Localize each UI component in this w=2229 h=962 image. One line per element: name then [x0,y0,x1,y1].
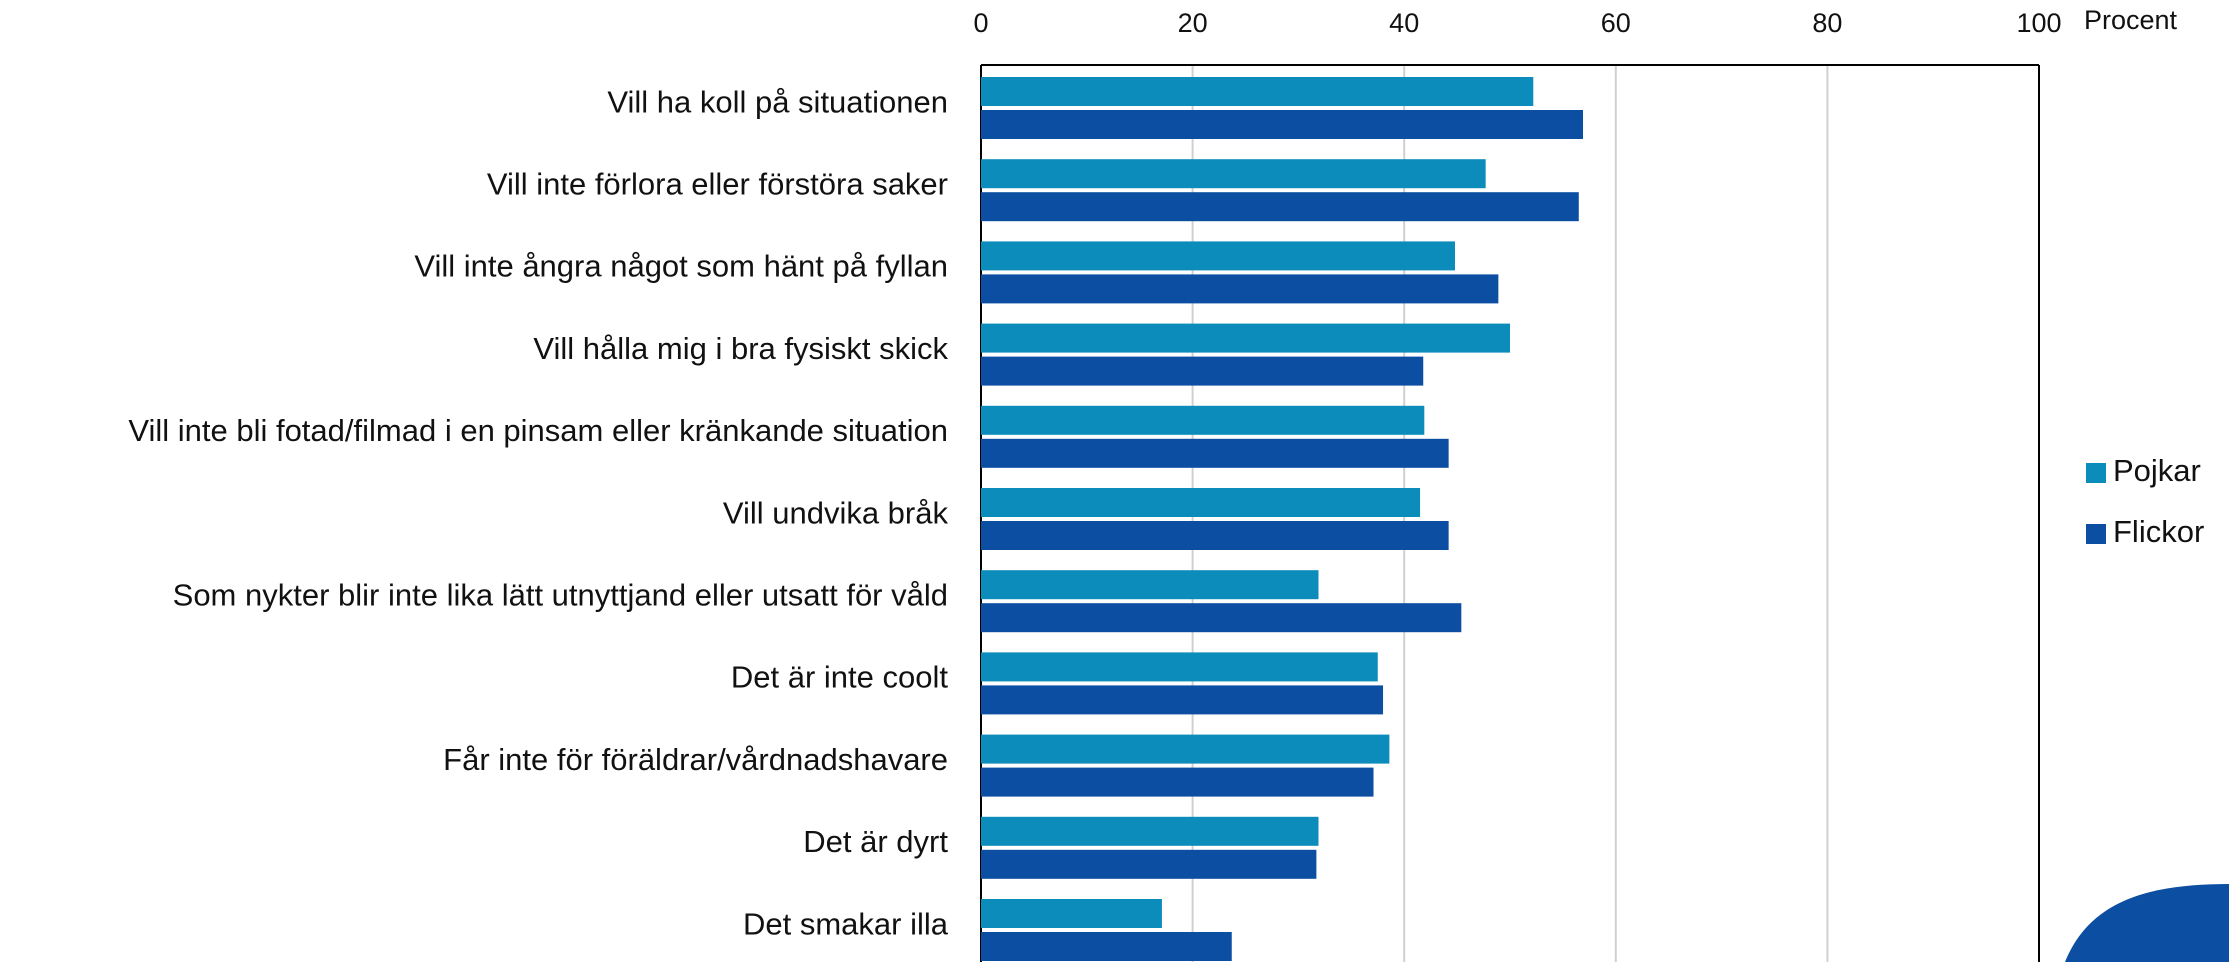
legend-label: Flickor [2113,514,2204,549]
bar [981,767,1374,797]
bar [981,356,1424,386]
x-tick-label: 60 [1601,8,1631,38]
bar [981,192,1579,222]
bar [981,77,1534,106]
y-tick-label: Vill inte bli fotad/filmad i en pinsam e… [128,413,948,448]
y-tick-label: Får inte för föräldrar/vårdnadshavare [443,742,948,777]
x-axis-label: Procent [2084,5,2178,35]
y-tick-label: Vill hålla mig i bra fysiskt skick [533,331,948,366]
bar [981,521,1449,550]
y-tick-label: Vill undvika bråk [723,495,949,530]
bar [981,932,1232,961]
legend-swatch [2086,463,2106,483]
y-tick-label: Det smakar illa [743,906,949,941]
bar [981,323,1510,353]
bar [981,274,1499,304]
y-tick-label: Som nykter blir inte lika lätt utnyttjan… [173,577,948,612]
y-tick-label: Vill ha koll på situationen [607,84,948,119]
bar [981,241,1455,271]
x-tick-label: 0 [973,8,988,38]
y-tick-label: Det är inte coolt [731,660,948,695]
bar [981,849,1317,879]
x-tick-label: 40 [1389,8,1419,38]
bar [981,734,1390,764]
legend-swatch [2086,524,2106,544]
legend-label: Pojkar [2113,453,2201,488]
bar [981,899,1162,928]
bar [981,603,1462,633]
y-tick-label: Det är dyrt [803,824,948,859]
bar [981,405,1425,435]
bar [981,570,1319,600]
decoration [2065,884,2229,962]
bar [981,438,1449,468]
bar [981,816,1319,846]
bar [981,159,1486,189]
bar [981,652,1378,682]
y-tick-label: Vill inte ångra något som hänt på fyllan [414,249,948,284]
bar [981,488,1421,517]
x-tick-label: 80 [1812,8,1842,38]
bar [981,685,1384,715]
x-tick-label: 20 [1178,8,1208,38]
bar [981,110,1584,139]
x-tick-label: 100 [2016,8,2061,38]
y-tick-label: Vill inte förlora eller förstöra saker [487,166,948,201]
